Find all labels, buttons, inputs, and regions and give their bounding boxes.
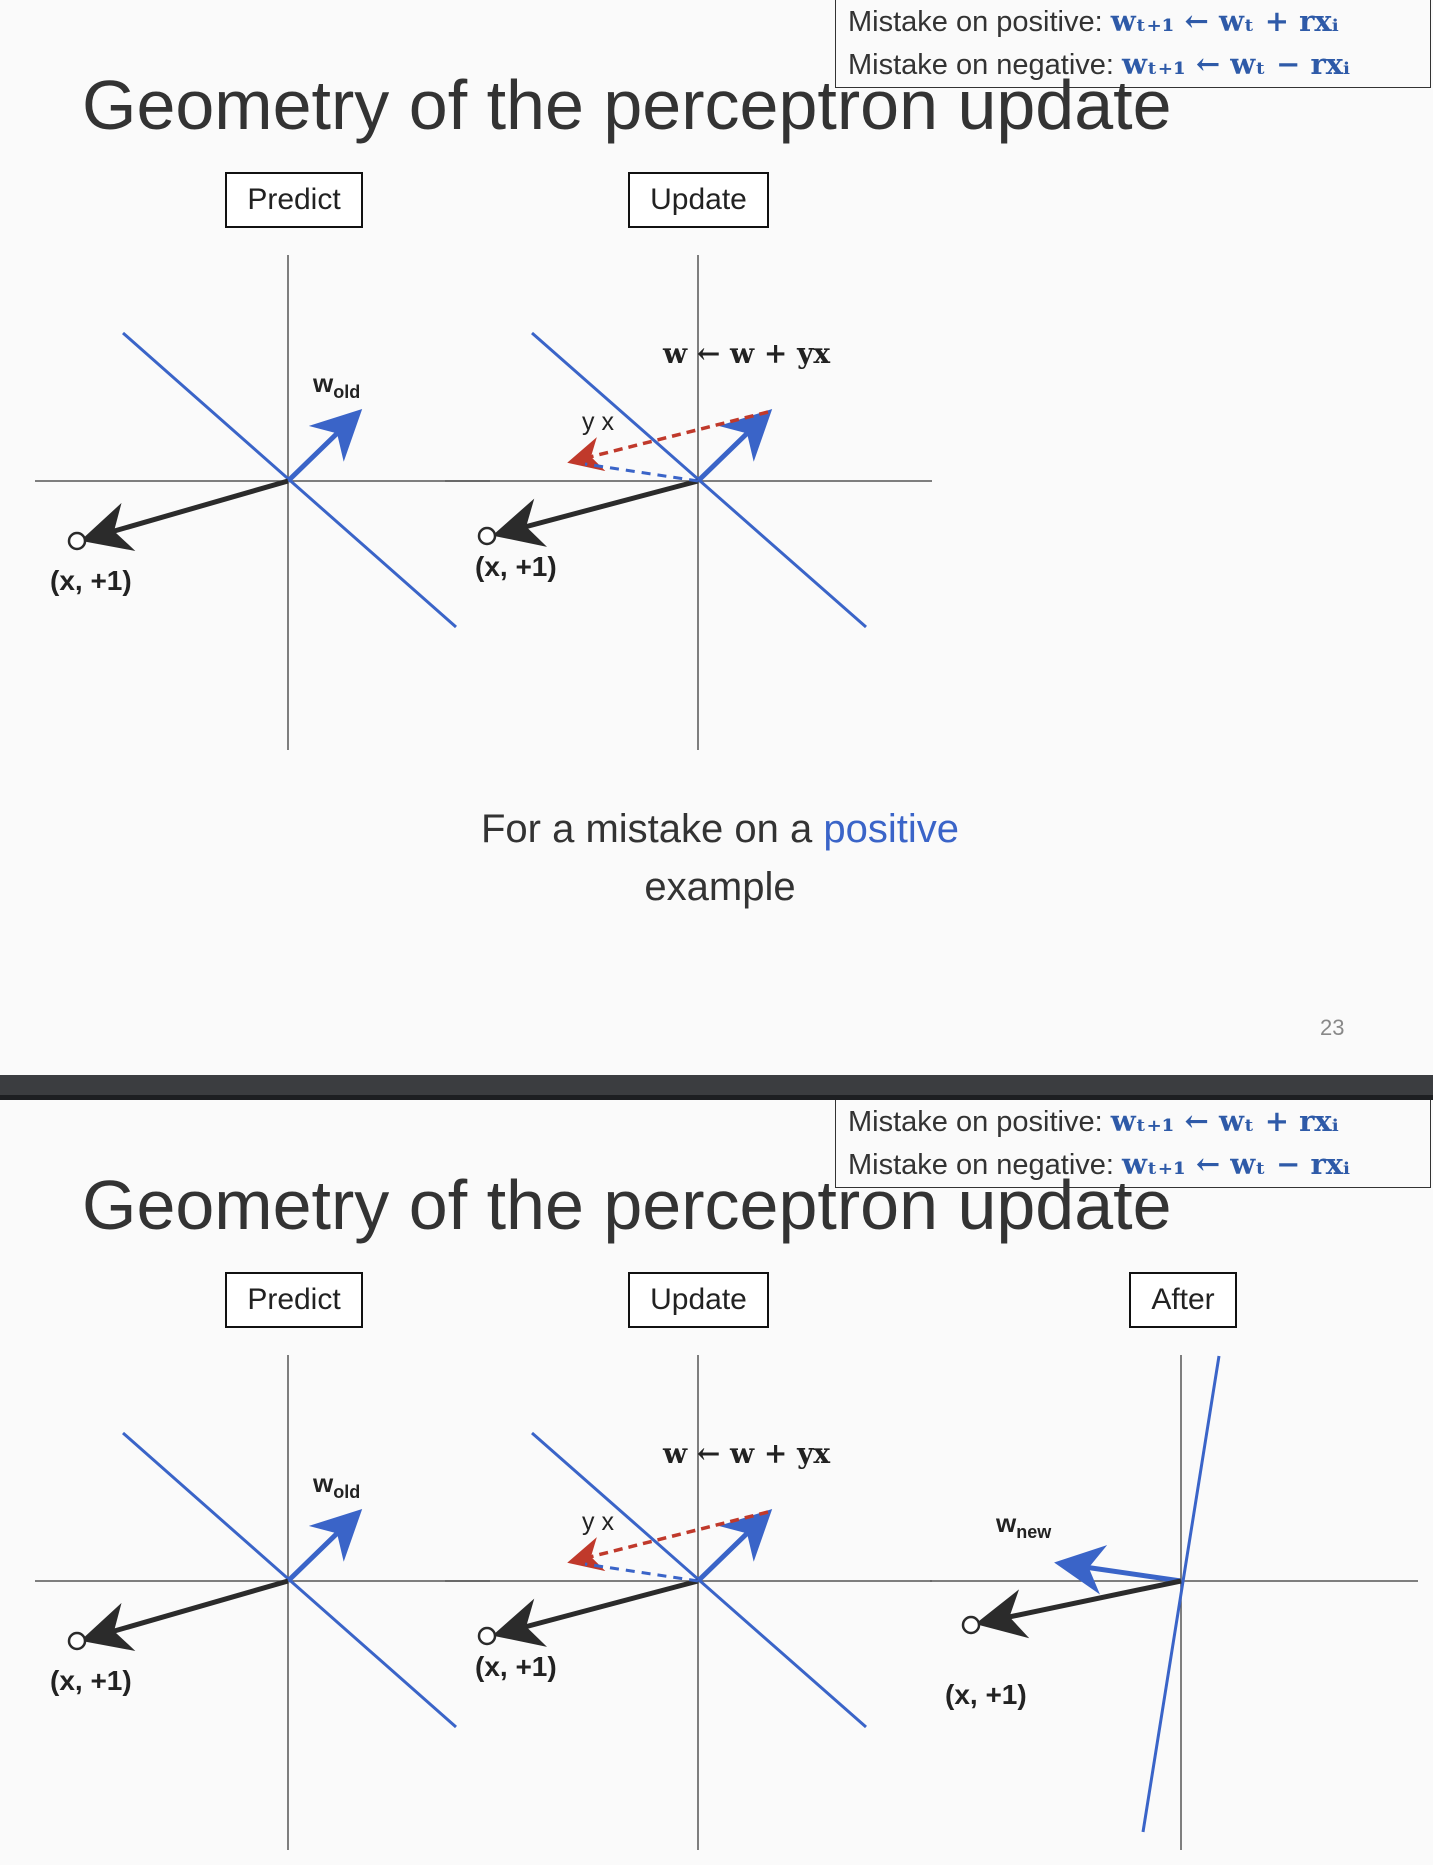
- slide-2: wold (x, +1) w ← w + yx y x (x, +1) wnew: [0, 1100, 1433, 1865]
- update-rules-box: Mistake on positive: wₜ₊₁ ← wₜ + rxᵢ Mis…: [835, 1100, 1431, 1188]
- positive-rule-label: Mistake on positive:: [848, 6, 1103, 38]
- predict-w-old-arrow: [286, 409, 363, 483]
- predict-panel-graphic: wold (x, +1): [35, 255, 490, 750]
- negative-rule-label: Mistake on negative:: [848, 49, 1114, 81]
- slide-1: wold (x, +1) w ← w + yx y x (x, +1) Mist…: [35, 0, 1431, 1040]
- predict-label: Predict: [225, 1272, 363, 1328]
- slide-1-diagram: wold (x, +1) w ← w + yx y x (x, +1): [35, 255, 932, 750]
- update-x-arrow: [492, 478, 699, 547]
- predict-w-old-label: wold: [312, 368, 360, 402]
- positive-rule-label: Mistake on positive:: [848, 1106, 1103, 1138]
- update-panel-graphic-2: w ← w + yx y x (x, +1): [445, 1355, 932, 1850]
- negative-rule: Mistake on negative: wₜ₊₁ ← wₜ − rxᵢ: [848, 43, 1430, 86]
- caption-prefix: For a mistake on a: [481, 807, 824, 851]
- predict-x-arrow: [80, 478, 289, 551]
- after-point-label: (x, +1): [945, 1679, 1027, 1710]
- after-w-new-label: wnew: [995, 1508, 1052, 1542]
- update-point-marker: [477, 1626, 497, 1646]
- update-label: Update: [628, 172, 769, 228]
- page-number: 23: [1320, 1015, 1345, 1040]
- predict-w-old-arrow: [286, 1509, 363, 1583]
- after-panel-graphic: wnew (x, +1): [930, 1355, 1418, 1850]
- positive-rule-formula: wₜ₊₁ ← wₜ + rxᵢ: [1110, 4, 1339, 38]
- predict-label: Predict: [225, 172, 363, 228]
- slide-divider: [0, 1075, 1433, 1100]
- update-w-old-arrow: [696, 1509, 773, 1583]
- update-yx-arrow: [567, 1510, 769, 1572]
- predict-point-label: (x, +1): [50, 1665, 132, 1696]
- caption: For a mistake on a positive example: [420, 800, 1020, 916]
- caption-highlight: positive: [823, 807, 959, 851]
- negative-rule: Mistake on negative: wₜ₊₁ ← wₜ − rxᵢ: [848, 1143, 1430, 1186]
- update-yx-label: y x: [582, 408, 614, 436]
- predict-x-arrow: [80, 1578, 289, 1651]
- after-w-new-arrow: [1054, 1545, 1182, 1595]
- update-yx-arrow: [567, 410, 769, 472]
- negative-rule-label: Mistake on negative:: [848, 1149, 1114, 1181]
- after-x-arrow: [975, 1578, 1182, 1639]
- negative-rule-formula: wₜ₊₁ ← wₜ − rxᵢ: [1122, 1147, 1350, 1181]
- update-rules-box: Mistake on positive: wₜ₊₁ ← wₜ + rxᵢ Mis…: [835, 0, 1431, 88]
- predict-point-marker: [67, 1631, 87, 1651]
- caption-suffix: example: [644, 865, 796, 909]
- after-point-marker: [961, 1615, 981, 1635]
- update-point-label: (x, +1): [475, 551, 557, 582]
- update-new-w-dashed: [584, 462, 699, 483]
- predict-w-old-label: wold: [312, 1468, 360, 1502]
- update-rule-label: w ← w + yx: [662, 337, 830, 370]
- predict-panel-graphic-2: wold (x, +1): [35, 1355, 490, 1850]
- update-label: Update: [628, 1272, 769, 1328]
- slide-2-diagram: wold (x, +1) w ← w + yx y x (x, +1) wnew: [35, 1355, 1418, 1850]
- update-w-old-arrow: [696, 409, 773, 483]
- update-point-label: (x, +1): [475, 1651, 557, 1682]
- update-new-w-dashed: [584, 1562, 699, 1583]
- update-rule-label: w ← w + yx: [662, 1437, 830, 1470]
- update-point-marker: [477, 526, 497, 546]
- after-decision-boundary: [1141, 1355, 1221, 1833]
- negative-rule-formula: wₜ₊₁ ← wₜ − rxᵢ: [1122, 47, 1350, 81]
- update-yx-label: y x: [582, 1508, 614, 1536]
- slide-title: Geometry of the perceptron update: [82, 1166, 1172, 1244]
- positive-rule-formula: wₜ₊₁ ← wₜ + rxᵢ: [1110, 1104, 1339, 1138]
- slide-title: Geometry of the perceptron update: [82, 66, 1172, 144]
- predict-point-label: (x, +1): [50, 565, 132, 596]
- after-label: After: [1129, 1272, 1237, 1328]
- positive-rule: Mistake on positive: wₜ₊₁ ← wₜ + rxᵢ: [848, 0, 1430, 43]
- update-x-arrow: [492, 1578, 699, 1647]
- update-panel-graphic: w ← w + yx y x (x, +1): [445, 255, 932, 750]
- positive-rule: Mistake on positive: wₜ₊₁ ← wₜ + rxᵢ: [848, 1100, 1430, 1143]
- predict-point-marker: [67, 531, 87, 551]
